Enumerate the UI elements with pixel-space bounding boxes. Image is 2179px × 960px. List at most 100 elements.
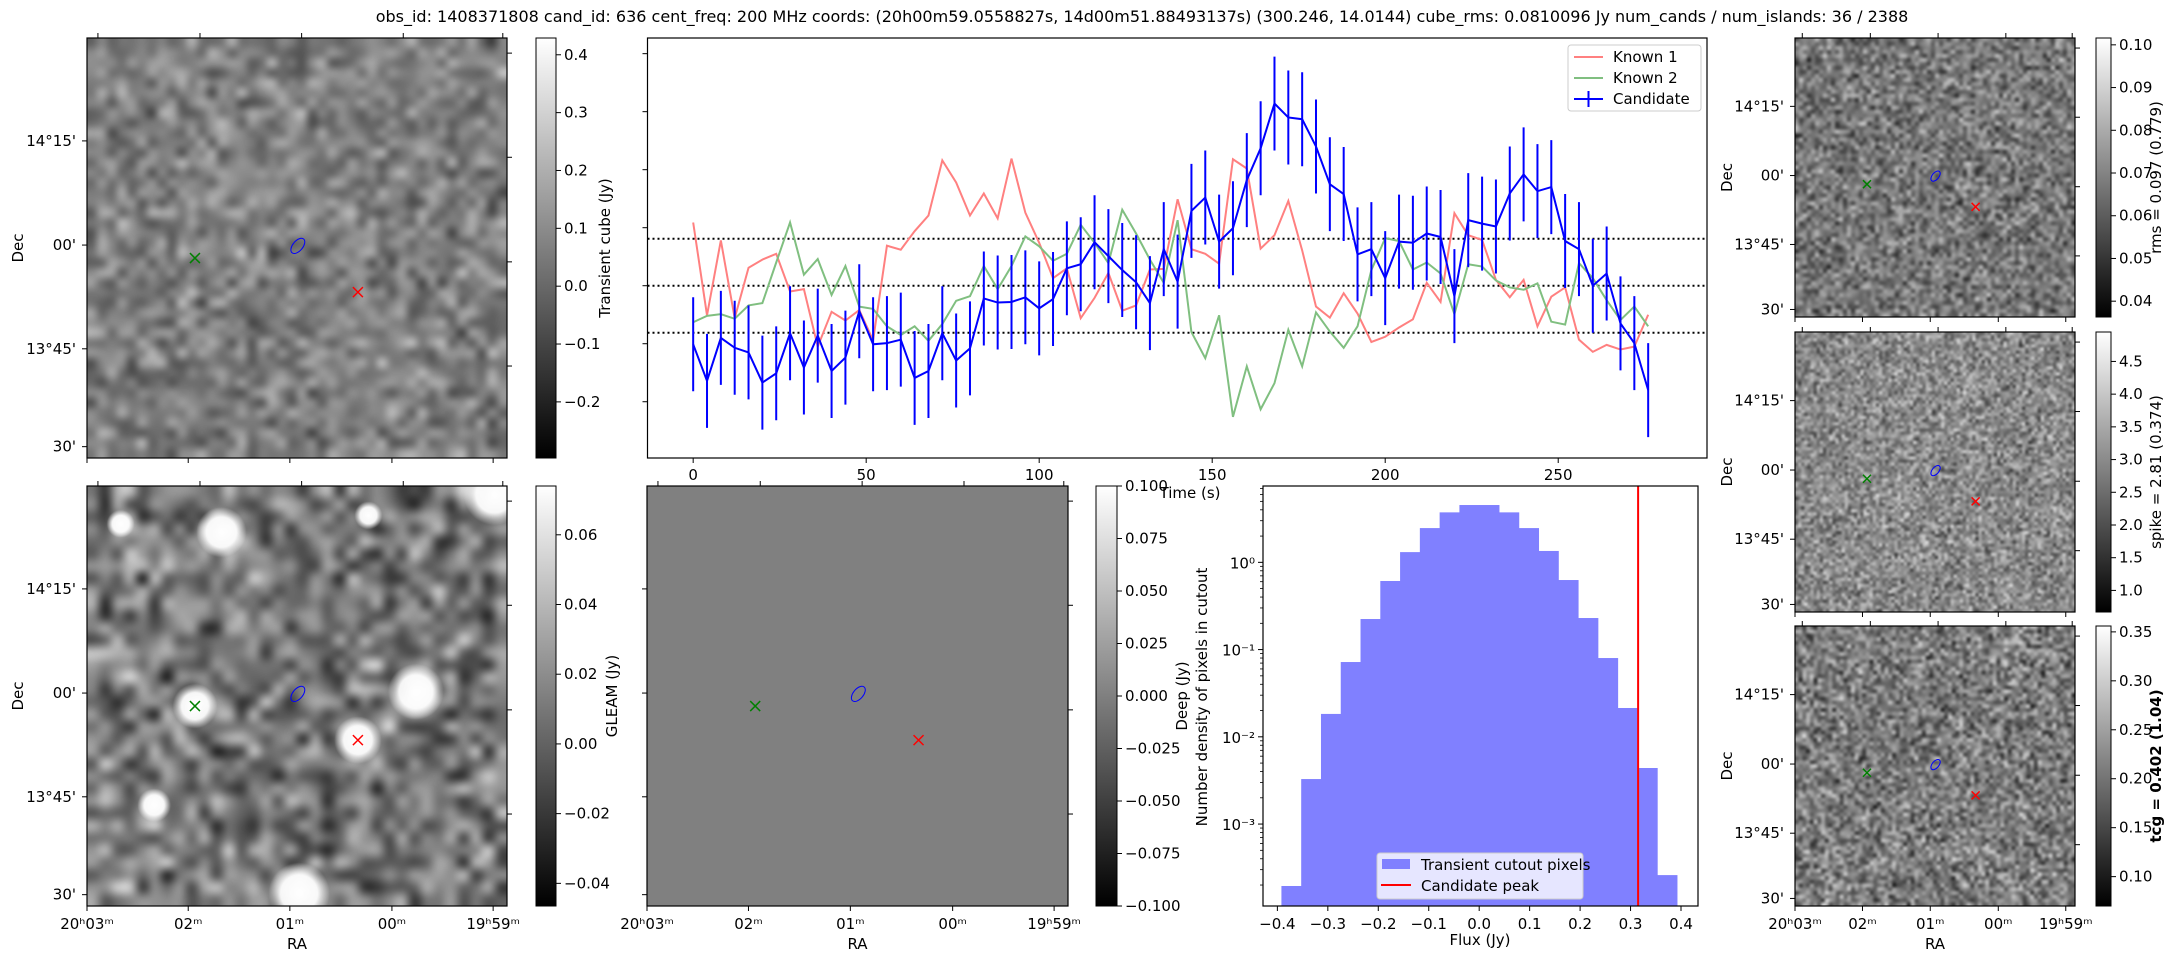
ra-tick-label: 02ᵐ	[174, 915, 202, 933]
dec-tick-label: 14°15'	[1734, 392, 1784, 410]
histogram-bar	[1637, 768, 1658, 906]
colorbar-tick-label: 0.25	[2119, 721, 2152, 739]
colorbar-gradient	[2095, 625, 2112, 907]
histogram-bar	[1538, 550, 1559, 906]
colorbar-tick-label: 0.2	[564, 161, 588, 179]
dec-axis-label: Dec	[1718, 457, 1736, 486]
colorbar-tcg: 0.10 0.15 0.20 0.25 0.30 0.35 tcg = 0.402 (1.0…	[2095, 623, 2165, 907]
colorbar-tick-label: −0.050	[1125, 792, 1181, 810]
figure-title: obs_id: 1408371808 cand_id: 636 cent_fre…	[376, 7, 1909, 27]
histogram-bar	[1281, 885, 1302, 906]
legend-label: Known 2	[1613, 69, 1678, 87]
colorbar-rms: 0.04 0.05 0.06 0.07 0.08 0.09 0.10 rms = 0.097 …	[2095, 36, 2165, 318]
ra-axis-label: RA	[287, 935, 308, 953]
x-tick-label: 0.0	[1467, 915, 1491, 933]
legend-label: Transient cutout pixels	[1420, 856, 1591, 874]
dec-tick-label: 13°45'	[1734, 824, 1784, 842]
colorbar-tick-label: 0.05	[2119, 249, 2152, 267]
known-2-marker	[1862, 768, 1872, 778]
panel-deep: 20ʰ03ᵐ 02ᵐ 01ᵐ 00ᵐ 19ʰ59ᵐ RA	[620, 481, 1081, 953]
colorbar-tick-label: 3.0	[2119, 451, 2143, 469]
colorbar-gradient	[1095, 485, 1118, 907]
histogram-legend: Transient cutout pixels Candidate peak	[1376, 852, 1591, 900]
panel-gleam: 14°15' 00' 13°45' 30' Dec 20ʰ03ᵐ 02ᵐ 01ᵐ 00ᵐ 19ʰ5…	[9, 481, 520, 953]
candidate-contour	[290, 237, 306, 255]
dec-axis-label: Dec	[1718, 751, 1736, 780]
y-tick-label: 10⁻¹	[1222, 642, 1255, 660]
image-frame	[646, 485, 1069, 907]
known-1-marker	[352, 286, 364, 298]
colorbar-tick-label: 0.025	[1125, 635, 1168, 653]
colorbar-tick-label: 0.15	[2119, 819, 2152, 837]
colorbar-tick-label: 3.5	[2119, 418, 2143, 436]
candidate-contour	[1930, 170, 1941, 182]
legend-label: Candidate	[1613, 90, 1690, 108]
panel-rms: 14°15' 00' 13°45' 30' Dec	[1718, 33, 2080, 322]
colorbar-tick-label: 2.5	[2119, 483, 2143, 501]
dec-axis-label: Dec	[9, 233, 27, 262]
candidate-contour	[290, 685, 306, 703]
histogram-bar	[1597, 658, 1619, 906]
colorbar-gradient	[2095, 331, 2112, 613]
legend-box	[1376, 852, 1584, 900]
colorbar-tick-label: 0.050	[1125, 582, 1168, 600]
deep-image	[647, 486, 1068, 906]
colorbar-tick-label: 0.04	[2119, 292, 2152, 310]
known-1-marker	[913, 734, 925, 746]
light-curve-plot: 0 50 100 150 200 250 Time (s) Known 1 Known 2 Can…	[642, 37, 1708, 502]
known-2-marker	[1862, 179, 1872, 189]
series-line-candidate	[692, 101, 1650, 391]
ra-tick-label: 20ʰ03ᵐ	[1768, 915, 1822, 933]
ra-tick-label: 01ᵐ	[276, 915, 304, 933]
colorbar-gradient	[535, 37, 557, 459]
histogram-bar	[1400, 552, 1421, 906]
colorbar-tick-label: 0.00	[564, 735, 597, 753]
dec-tick-label: 00'	[1761, 167, 1784, 185]
legend-box	[1567, 44, 1702, 112]
colorbar-tick-label: 0.0	[564, 277, 588, 295]
ra-tick-label: 19ʰ59ᵐ	[466, 915, 520, 933]
colorbar-tick-label: 0.30	[2119, 672, 2152, 690]
dec-tick-label: 30'	[53, 438, 76, 456]
legend-swatch-bars	[1382, 859, 1410, 869]
colorbar-tick-label: 0.06	[564, 526, 597, 544]
candidate-contour	[1930, 759, 1941, 771]
dec-tick-label: 00'	[1761, 755, 1784, 773]
colorbar-label: GLEAM (Jy)	[603, 655, 621, 737]
known-2-marker	[189, 252, 201, 264]
dec-tick-label: 14°15'	[1734, 686, 1784, 704]
colorbar-tick-label: 0.35	[2119, 623, 2152, 641]
candidate-contour	[850, 685, 866, 703]
x-tick-label: 0.1	[1518, 915, 1542, 933]
colorbar-tick-label: 2.0	[2119, 516, 2143, 534]
colorbar-tick-label: −0.025	[1125, 740, 1181, 758]
x-tick-label: 0.3	[1619, 915, 1643, 933]
colorbar-tick-label: −0.100	[1125, 897, 1181, 915]
histogram-bar	[1558, 580, 1579, 906]
colorbar-tick-label: 4.0	[2119, 385, 2143, 403]
series-line-known-2	[692, 207, 1649, 418]
histogram-bar	[1617, 707, 1638, 906]
dec-tick-label: 13°45'	[26, 788, 76, 806]
colorbar-tick-label: 4.5	[2119, 352, 2143, 370]
colorbar-tick-label: −0.075	[1125, 845, 1181, 863]
image-frame	[1794, 331, 2076, 613]
candidate-contour	[1930, 465, 1941, 477]
ra-tick-label: 19ʰ59ᵐ	[2039, 915, 2093, 933]
ra-tick-label: 00ᵐ	[1984, 915, 2012, 933]
colorbar-tick-label: −0.1	[564, 335, 600, 353]
dec-tick-label: 30'	[1761, 889, 1784, 907]
colorbar-tick-label: −0.2	[564, 393, 600, 411]
ra-tick-label: 02ᵐ	[1848, 915, 1876, 933]
ra-tick-label: 02ᵐ	[734, 915, 762, 933]
dec-tick-label: 14°15'	[1734, 97, 1784, 115]
colorbar-tick-label: 0.3	[564, 104, 588, 122]
histogram-bar	[1518, 528, 1540, 906]
known-2-marker	[749, 700, 761, 712]
ra-tick-label: 20ʰ03ᵐ	[60, 915, 114, 933]
x-tick-label: 0.4	[1669, 915, 1693, 933]
spike-image	[1795, 332, 2075, 612]
dec-tick-label: 30'	[1761, 595, 1784, 613]
